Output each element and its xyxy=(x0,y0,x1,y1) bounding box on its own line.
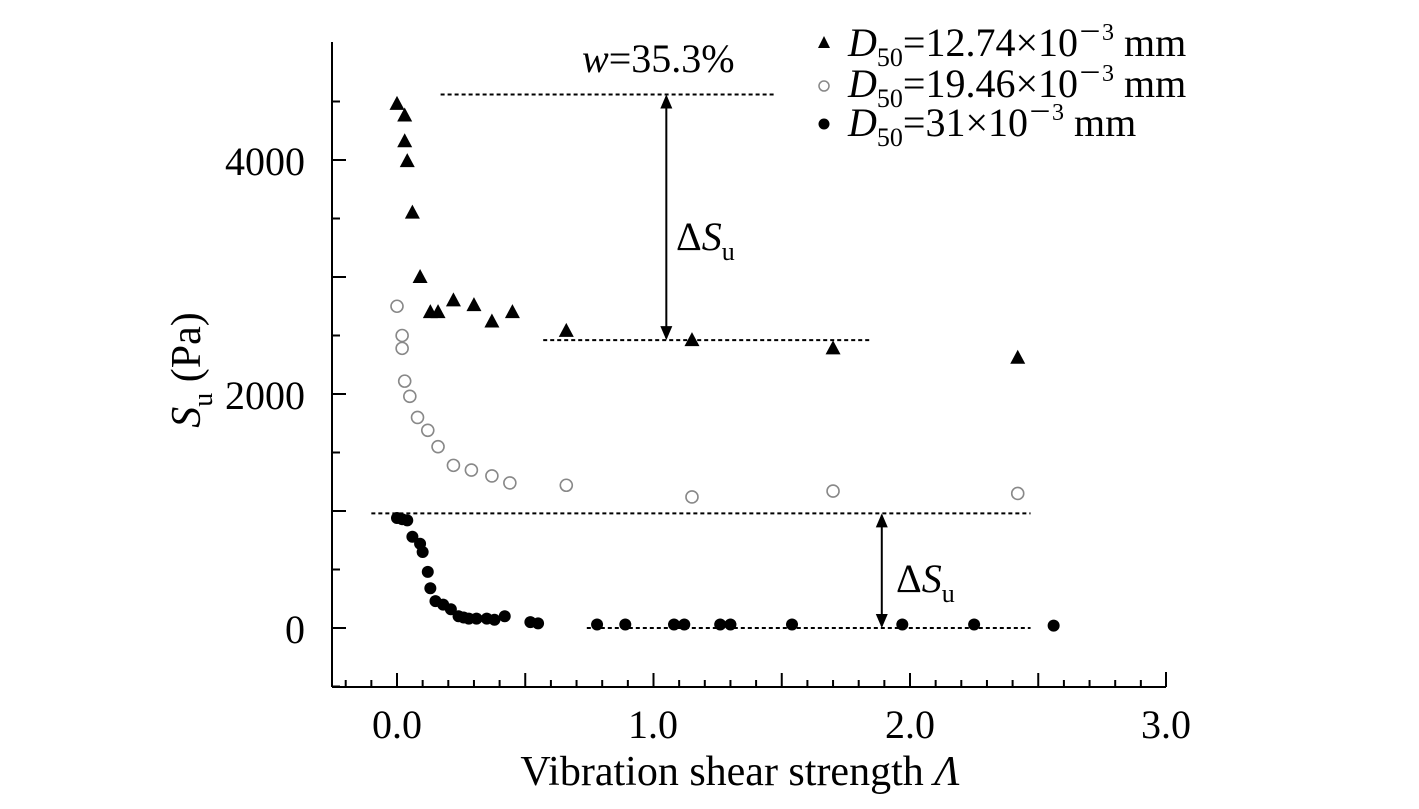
y-axis-title: Su (Pa) xyxy=(164,312,219,427)
arrow-head-down xyxy=(875,614,888,628)
open-circle-marker xyxy=(485,469,499,483)
arrow-head-up xyxy=(660,94,673,109)
open-circle-marker xyxy=(395,341,409,356)
arrow-head-down xyxy=(660,326,673,341)
triangle-marker xyxy=(412,269,428,283)
x-axis-title: Vibration shear strength Λ xyxy=(520,749,960,795)
x-tick-label-2: 2.0 xyxy=(885,702,935,747)
y-tick-label-4000: 4000 xyxy=(225,139,305,184)
legend: D50=12.74×10－3 mm D50=19.46×10－3 mm D50=… xyxy=(818,20,1186,152)
triangle-marker xyxy=(389,95,405,110)
x-tick-label-0: 0.0 xyxy=(372,702,422,747)
triangle-marker xyxy=(445,292,461,307)
open-circle-marker xyxy=(431,439,445,454)
delta-su-label-upper: ΔSu xyxy=(676,214,735,266)
open-circle-marker xyxy=(503,476,517,490)
filled-circle-marker xyxy=(470,612,483,625)
filled-circle-marker xyxy=(406,530,419,543)
legend-label-2: D50=19.46×10－3 mm xyxy=(847,61,1186,113)
triangle-marker xyxy=(399,153,415,168)
x-tick-label-1: 1.0 xyxy=(628,702,678,747)
triangle-marker xyxy=(1010,349,1026,364)
open-circle-marker xyxy=(420,423,435,438)
legend-marker-triangle xyxy=(818,36,830,48)
open-circle-marker xyxy=(446,458,461,473)
filled-circle-marker xyxy=(498,610,511,623)
triangle-marker xyxy=(484,313,500,328)
y-axis-ticks xyxy=(332,100,346,688)
filled-circle-marker xyxy=(968,618,981,631)
svg-text:Su (Pa): Su (Pa) xyxy=(164,312,219,427)
arrow-head-up xyxy=(875,513,888,528)
triangle-marker xyxy=(825,340,841,355)
filled-circle-marker xyxy=(416,545,429,558)
filled-circle-marker xyxy=(668,618,681,631)
filled-circle-marker xyxy=(532,617,545,630)
filled-circle-marker xyxy=(424,582,437,595)
filled-circle-marker xyxy=(678,618,691,631)
filled-circle-marker xyxy=(444,603,457,616)
open-circle-marker xyxy=(395,328,409,343)
water-content-label: w=35.3% xyxy=(582,36,735,81)
filled-circle-marker xyxy=(488,613,501,626)
triangle-marker xyxy=(397,107,413,122)
triangle-marker xyxy=(430,304,446,319)
open-circle-marker xyxy=(826,484,840,498)
filled-circle-marker xyxy=(714,618,727,631)
filled-circle-marker xyxy=(401,514,414,527)
legend-marker-open-circle xyxy=(818,80,830,92)
open-circle-marker xyxy=(1010,486,1025,501)
legend-label-1: D50=12.74×10－3 mm xyxy=(847,20,1186,72)
delta-su-label-lower: ΔSu xyxy=(896,556,955,608)
y-tick-label-2000: 2000 xyxy=(225,373,305,418)
open-circle-marker xyxy=(403,389,417,404)
triangle-marker xyxy=(404,204,420,219)
open-circle-marker xyxy=(685,490,699,504)
triangle-marker xyxy=(684,332,700,347)
x-axis-ticks xyxy=(344,673,1142,687)
open-circle-marker xyxy=(397,374,412,388)
filled-circle-marker xyxy=(591,618,604,631)
x-tick-label-3: 3.0 xyxy=(1141,702,1191,747)
triangle-marker xyxy=(504,304,520,319)
open-circle-marker xyxy=(390,299,404,314)
open-circle-marker xyxy=(410,410,425,425)
legend-label-3: D50=31×10－3 mm xyxy=(847,100,1136,152)
triangle-marker xyxy=(466,297,482,312)
open-circle-marker xyxy=(464,463,479,477)
legend-marker-filled-circle xyxy=(818,118,830,130)
filled-circle-marker xyxy=(619,618,632,631)
filled-circle-marker xyxy=(724,618,737,631)
filled-circle-marker xyxy=(896,618,909,631)
data-markers xyxy=(389,95,1060,632)
y-tick-label-0: 0 xyxy=(285,607,305,652)
triangle-marker xyxy=(558,322,574,337)
filled-circle-marker xyxy=(786,618,799,631)
open-circle-marker xyxy=(559,478,574,493)
filled-circle-marker xyxy=(1047,619,1060,632)
triangle-marker xyxy=(397,133,413,148)
reference-lines xyxy=(371,93,1031,629)
filled-circle-marker xyxy=(421,565,434,578)
